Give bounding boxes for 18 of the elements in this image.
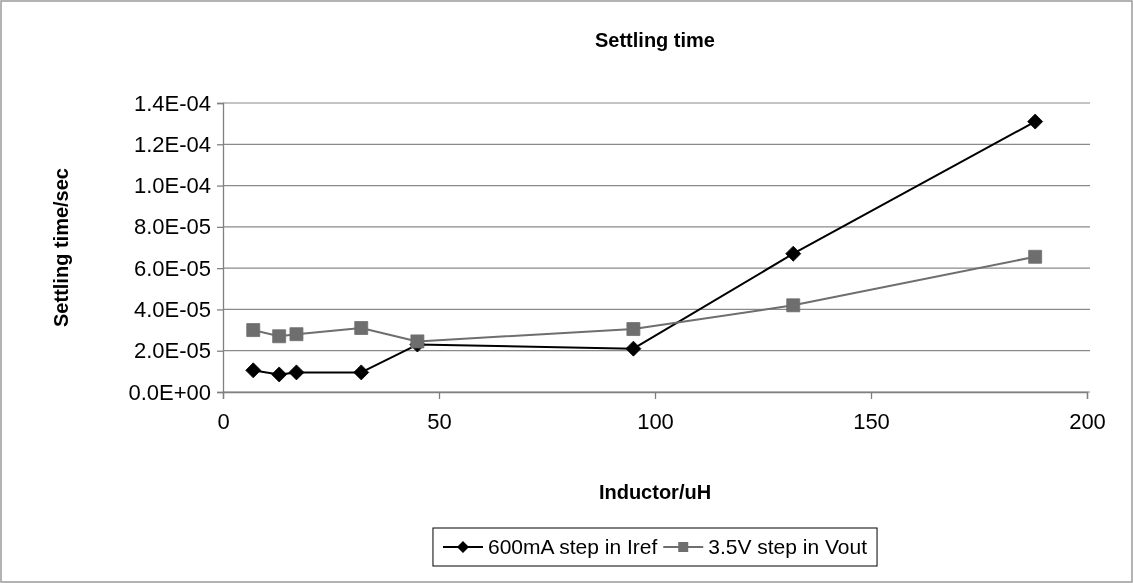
y-axis-title: Settling time/sec [50,168,72,327]
x-axis-title: Inductor/uH [598,481,712,503]
legend-label: 600mA step in Iref [487,535,658,558]
y-tick-label: 8.0E-05 [133,214,211,240]
y-tick-label: 6.0E-05 [133,255,211,281]
y-tick-label: 1.0E-04 [133,173,211,199]
y-tick-label: 4.0E-05 [133,296,211,322]
chart-title: Settling time [594,29,716,51]
x-tick-label: 100 [637,408,674,434]
x-tick-label: 200 [1069,408,1106,434]
x-tick-label: 50 [427,408,452,434]
legend-label: 3.5V step in Vout [708,535,868,558]
y-tick-label: 1.2E-04 [133,131,211,157]
y-tick-label: 0.0E+00 [128,379,211,405]
y-tick-label: 1.4E-04 [133,90,211,116]
x-tick-label: 0 [217,408,230,434]
x-tick-label: 150 [853,408,890,434]
y-tick-label: 2.0E-05 [133,338,211,364]
